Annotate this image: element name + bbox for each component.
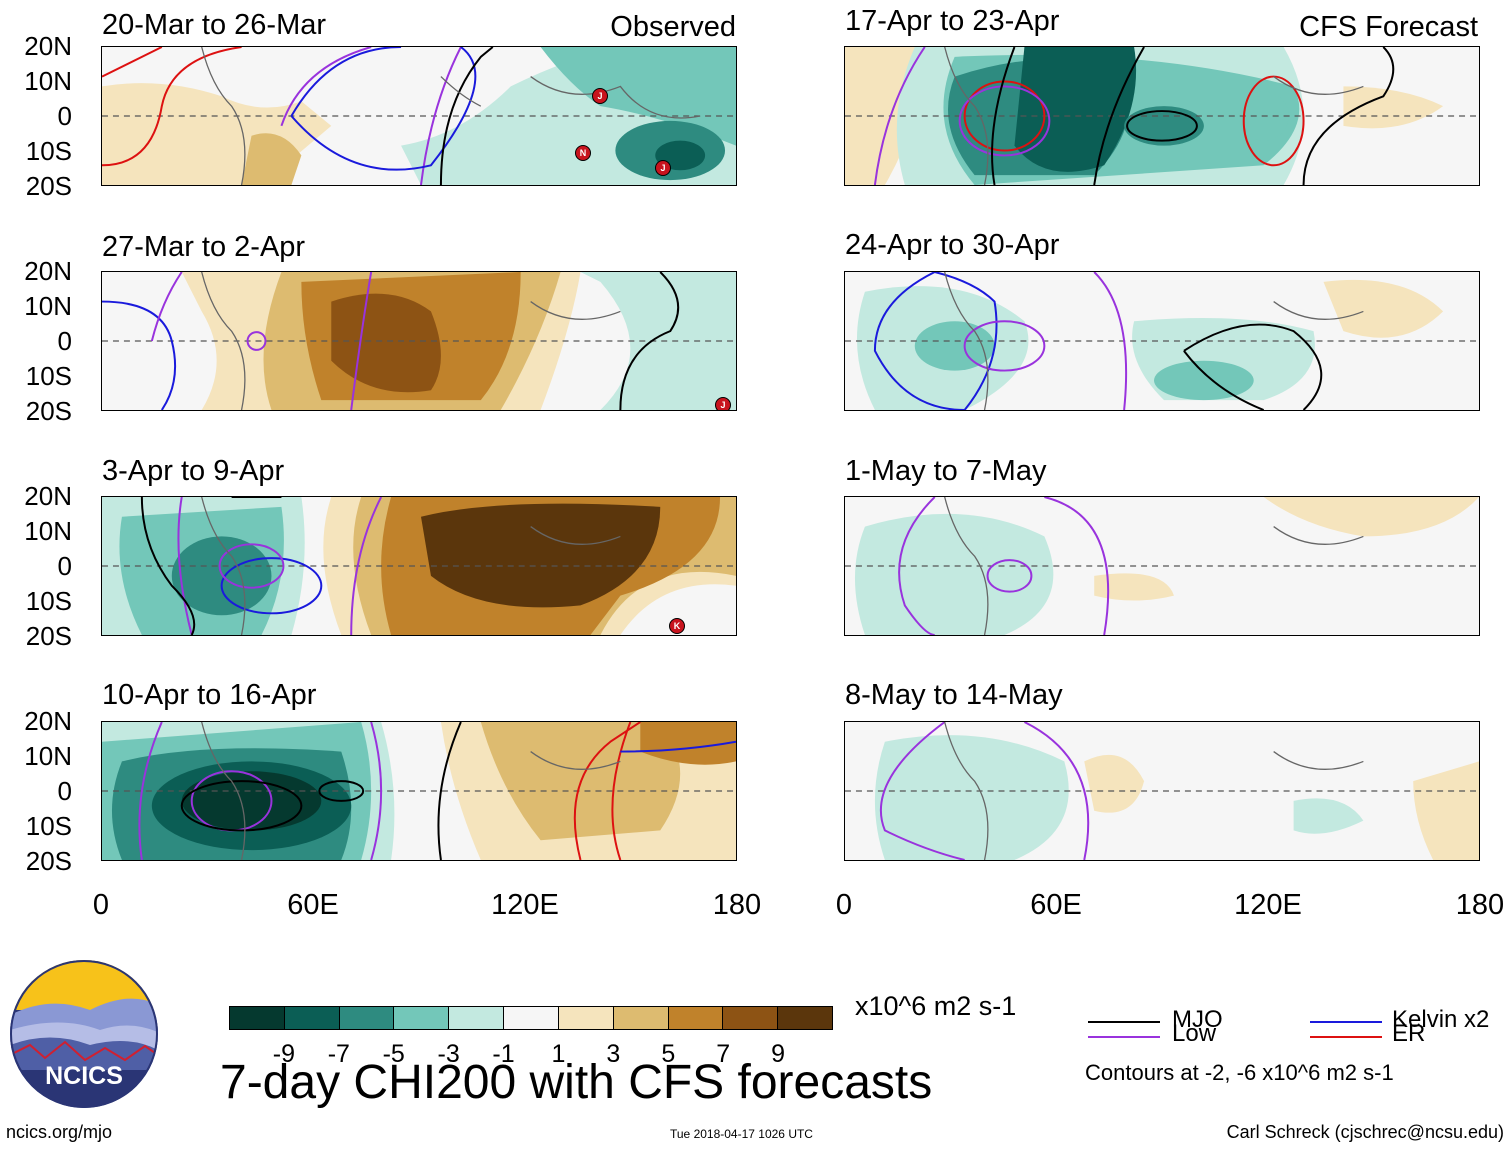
panel-title-obs-4: 10-Apr to 16-Apr	[102, 679, 317, 711]
colorbar-label: -5	[382, 1040, 405, 1068]
lat-label: 10N	[24, 741, 72, 771]
colorbar-label: 1	[551, 1040, 566, 1068]
lat-label: 20S	[25, 396, 72, 426]
footer-right: Carl Schreck (cjschrec@ncsu.edu)	[1226, 1122, 1504, 1142]
map-panel-fc-2	[844, 271, 1480, 411]
lon-label: 180	[712, 889, 762, 921]
lat-label: 20S	[25, 171, 72, 201]
colorbar-label: -7	[327, 1040, 350, 1068]
legend-mjo-label: MJO	[1172, 1006, 1223, 1033]
legend-er-line	[1310, 1036, 1382, 1038]
lat-label: 20N	[24, 706, 72, 736]
lat-label: 10N	[24, 66, 72, 96]
legend-kelvin-line	[1310, 1021, 1382, 1023]
cyclone-marker: K	[669, 618, 685, 634]
colorbar-label: -1	[492, 1040, 515, 1068]
panel-title-fc-2: 24-Apr to 30-Apr	[845, 229, 1060, 261]
colorbar-swatch	[778, 1007, 832, 1029]
panel-title-fc-4: 8-May to 14-May	[845, 679, 1063, 711]
footer-left[interactable]: ncics.org/mjo	[6, 1122, 113, 1142]
map-panel-obs-2: J	[101, 271, 737, 411]
lat-label: 20N	[24, 31, 72, 61]
observed-label: Observed	[610, 11, 736, 43]
panel-title-obs-2: 27-Mar to 2-Apr	[102, 231, 306, 263]
legend-low-label: Low	[1172, 1020, 1217, 1047]
colorbar-label: 5	[661, 1040, 676, 1068]
colorbar-swatch	[394, 1007, 450, 1029]
map-panel-obs-1: J N J	[101, 46, 737, 186]
lon-label: 180	[1455, 889, 1505, 921]
map-panel-fc-4	[844, 721, 1480, 861]
colorbar-label: 3	[606, 1040, 621, 1068]
lat-label: 10S	[25, 586, 72, 616]
lat-label: 0	[57, 101, 72, 131]
cyclone-marker: J	[592, 88, 608, 104]
colorbar-swatch	[558, 1007, 614, 1029]
lat-label: 10S	[25, 136, 72, 166]
panel-title-fc-3: 1-May to 7-May	[845, 455, 1047, 487]
legend-er-label: ER	[1392, 1020, 1426, 1047]
legend-low-line	[1088, 1036, 1160, 1038]
colorbar-swatch	[230, 1007, 285, 1029]
lon-label: 60E	[287, 889, 339, 921]
legend-kelvin-label: Kelvin x2	[1392, 1006, 1490, 1033]
lat-label: 0	[57, 776, 72, 806]
footer-timestamp: Tue 2018-04-17 1026 UTC	[670, 1127, 813, 1141]
colorbar-label: -9	[272, 1040, 296, 1068]
map-panel-obs-3: K	[101, 496, 737, 636]
colorbar-label: 9	[771, 1040, 786, 1068]
lat-label: 10N	[24, 516, 72, 546]
lat-label: 0	[57, 551, 72, 581]
colorbar-swatch	[504, 1007, 559, 1029]
legend-contours-note: Contours at -2, -6 x10^6 m2 s-1	[1085, 1060, 1394, 1085]
colorbar-swatch	[449, 1007, 505, 1029]
lat-label: 0	[57, 326, 72, 356]
cyclone-marker: J	[655, 160, 671, 176]
logo-text: NCICS	[45, 1062, 123, 1090]
lon-label: 60E	[1030, 889, 1082, 921]
lat-label: 20S	[25, 621, 72, 651]
map-panel-fc-3	[844, 496, 1480, 636]
lat-label: 10N	[24, 291, 72, 321]
lat-label: 20S	[25, 846, 72, 876]
lat-label: 20N	[24, 256, 72, 286]
legend-mjo-line	[1088, 1021, 1160, 1023]
colorbar-label: 7	[716, 1040, 731, 1068]
lat-label: 20N	[24, 481, 72, 511]
ncics-logo: NCICS	[10, 960, 158, 1108]
lat-label: 10S	[25, 361, 72, 391]
map-panel-fc-1	[844, 46, 1480, 186]
colorbar-swatch	[668, 1007, 724, 1029]
panel-title-obs-1: 20-Mar to 26-Mar	[102, 9, 327, 41]
map-panel-obs-4	[101, 721, 737, 861]
colorbar-swatch	[723, 1007, 779, 1029]
colorbar-label: -3	[437, 1040, 460, 1068]
cyclone-marker: J	[715, 397, 731, 410]
forecast-label: CFS Forecast	[1299, 11, 1478, 43]
panel-title-obs-3: 3-Apr to 9-Apr	[102, 455, 285, 487]
lon-label: 0	[92, 889, 110, 921]
colorbar-swatch	[339, 1007, 395, 1029]
cyclone-marker: N	[575, 145, 591, 161]
colorbar	[229, 1006, 833, 1030]
units-label: x10^6 m2 s-1	[855, 991, 1017, 1021]
lat-label: 10S	[25, 811, 72, 841]
colorbar-swatch	[613, 1007, 669, 1029]
lon-label: 0	[835, 889, 853, 921]
lon-label: 120E	[491, 889, 559, 921]
panel-title-fc-1: 17-Apr to 23-Apr	[845, 5, 1060, 37]
colorbar-swatch	[284, 1007, 340, 1029]
lon-label: 120E	[1234, 889, 1302, 921]
figure-title: 7-day CHI200 with CFS forecasts	[220, 1056, 933, 1109]
